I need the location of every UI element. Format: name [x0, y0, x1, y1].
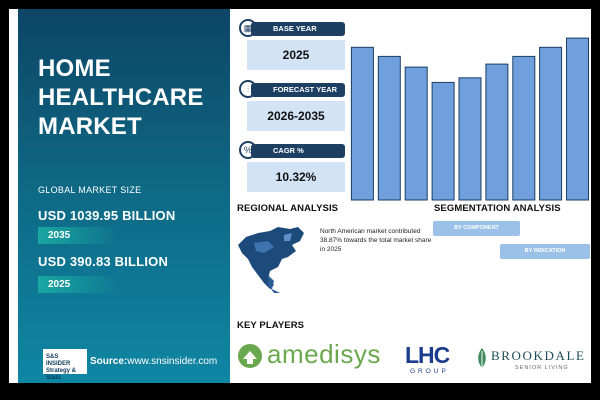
report-title: HOME HEALTHCARE MARKET [38, 54, 204, 141]
bar-chart [349, 24, 591, 201]
market-value-2025: USD 390.83 BILLION [38, 254, 169, 269]
logo-line: INSIDER [46, 361, 71, 367]
title-line: MARKET [38, 113, 142, 140]
bar-chart-svg [350, 37, 589, 201]
year-badge-2035: 2035 [38, 227, 118, 244]
sns-insider-logo: S&S INSIDER Strategy & Stats [43, 349, 87, 381]
source-url[interactable]: www.snsinsider.com [127, 356, 218, 367]
player-name: BROOKDALE [491, 348, 586, 363]
card-label: FORECAST YEAR [251, 83, 345, 97]
source-line: Source:www.snsinsider.com [90, 356, 217, 367]
player-sub: GROUP [410, 368, 449, 375]
card-forecast-year: ⫶ FORECAST YEAR 2026-2035 [239, 80, 345, 133]
card-value: 2026-2035 [247, 101, 345, 131]
source-label: Source: [90, 356, 128, 367]
chart-bar [566, 37, 589, 201]
global-market-size-label: GLOBAL MARKET SIZE [38, 185, 142, 195]
amedisys-logo-icon [238, 344, 262, 368]
chart-bar [377, 55, 401, 201]
card-label: BASE YEAR [251, 22, 345, 36]
title-line: HOME [38, 55, 111, 82]
chart-bar [404, 66, 428, 201]
year-badge-2025: 2025 [38, 276, 118, 293]
card-value: 10.32% [247, 162, 345, 192]
player-sub: SENIOR LIVING [515, 365, 569, 371]
summary-panel: HOME HEALTHCARE MARKET GLOBAL MARKET SIZ… [18, 9, 230, 383]
logo-line: S&S [46, 354, 59, 360]
segment-by-indication[interactable]: BY INDICATION [500, 244, 590, 259]
chart-bar [539, 46, 563, 201]
market-value-2035: USD 1039.95 BILLION [38, 208, 176, 223]
infographic-frame: HOME HEALTHCARE MARKET GLOBAL MARKET SIZ… [9, 9, 591, 383]
regional-analysis-title: REGIONAL ANALYSIS [237, 203, 339, 214]
card-label: CAGR % [251, 144, 345, 158]
player-name: amedisys [267, 339, 381, 369]
chart-bar [458, 77, 482, 201]
key-players-title: KEY PLAYERS [237, 320, 305, 331]
card-value: 2025 [247, 40, 345, 70]
chart-bar [431, 81, 455, 201]
north-america-map-icon [238, 227, 304, 293]
chart-bar [512, 55, 536, 201]
chart-bar [485, 63, 509, 201]
card-base-year: ▦ BASE YEAR 2025 [239, 19, 345, 72]
segment-by-component[interactable]: BY COMPONENT [433, 221, 520, 236]
chart-bar [350, 46, 374, 201]
title-line: HEALTHCARE [38, 84, 204, 111]
card-cagr: % CAGR % 10.32% [239, 141, 345, 194]
brookdale-leaf-icon [478, 348, 486, 368]
logo-line: Strategy & Stats [46, 368, 77, 381]
player-name: LHC [405, 342, 450, 368]
regional-description: North American market contributed 38.87%… [320, 228, 432, 253]
segmentation-analysis-title: SEGMENTATION ANALYSIS [434, 203, 561, 214]
